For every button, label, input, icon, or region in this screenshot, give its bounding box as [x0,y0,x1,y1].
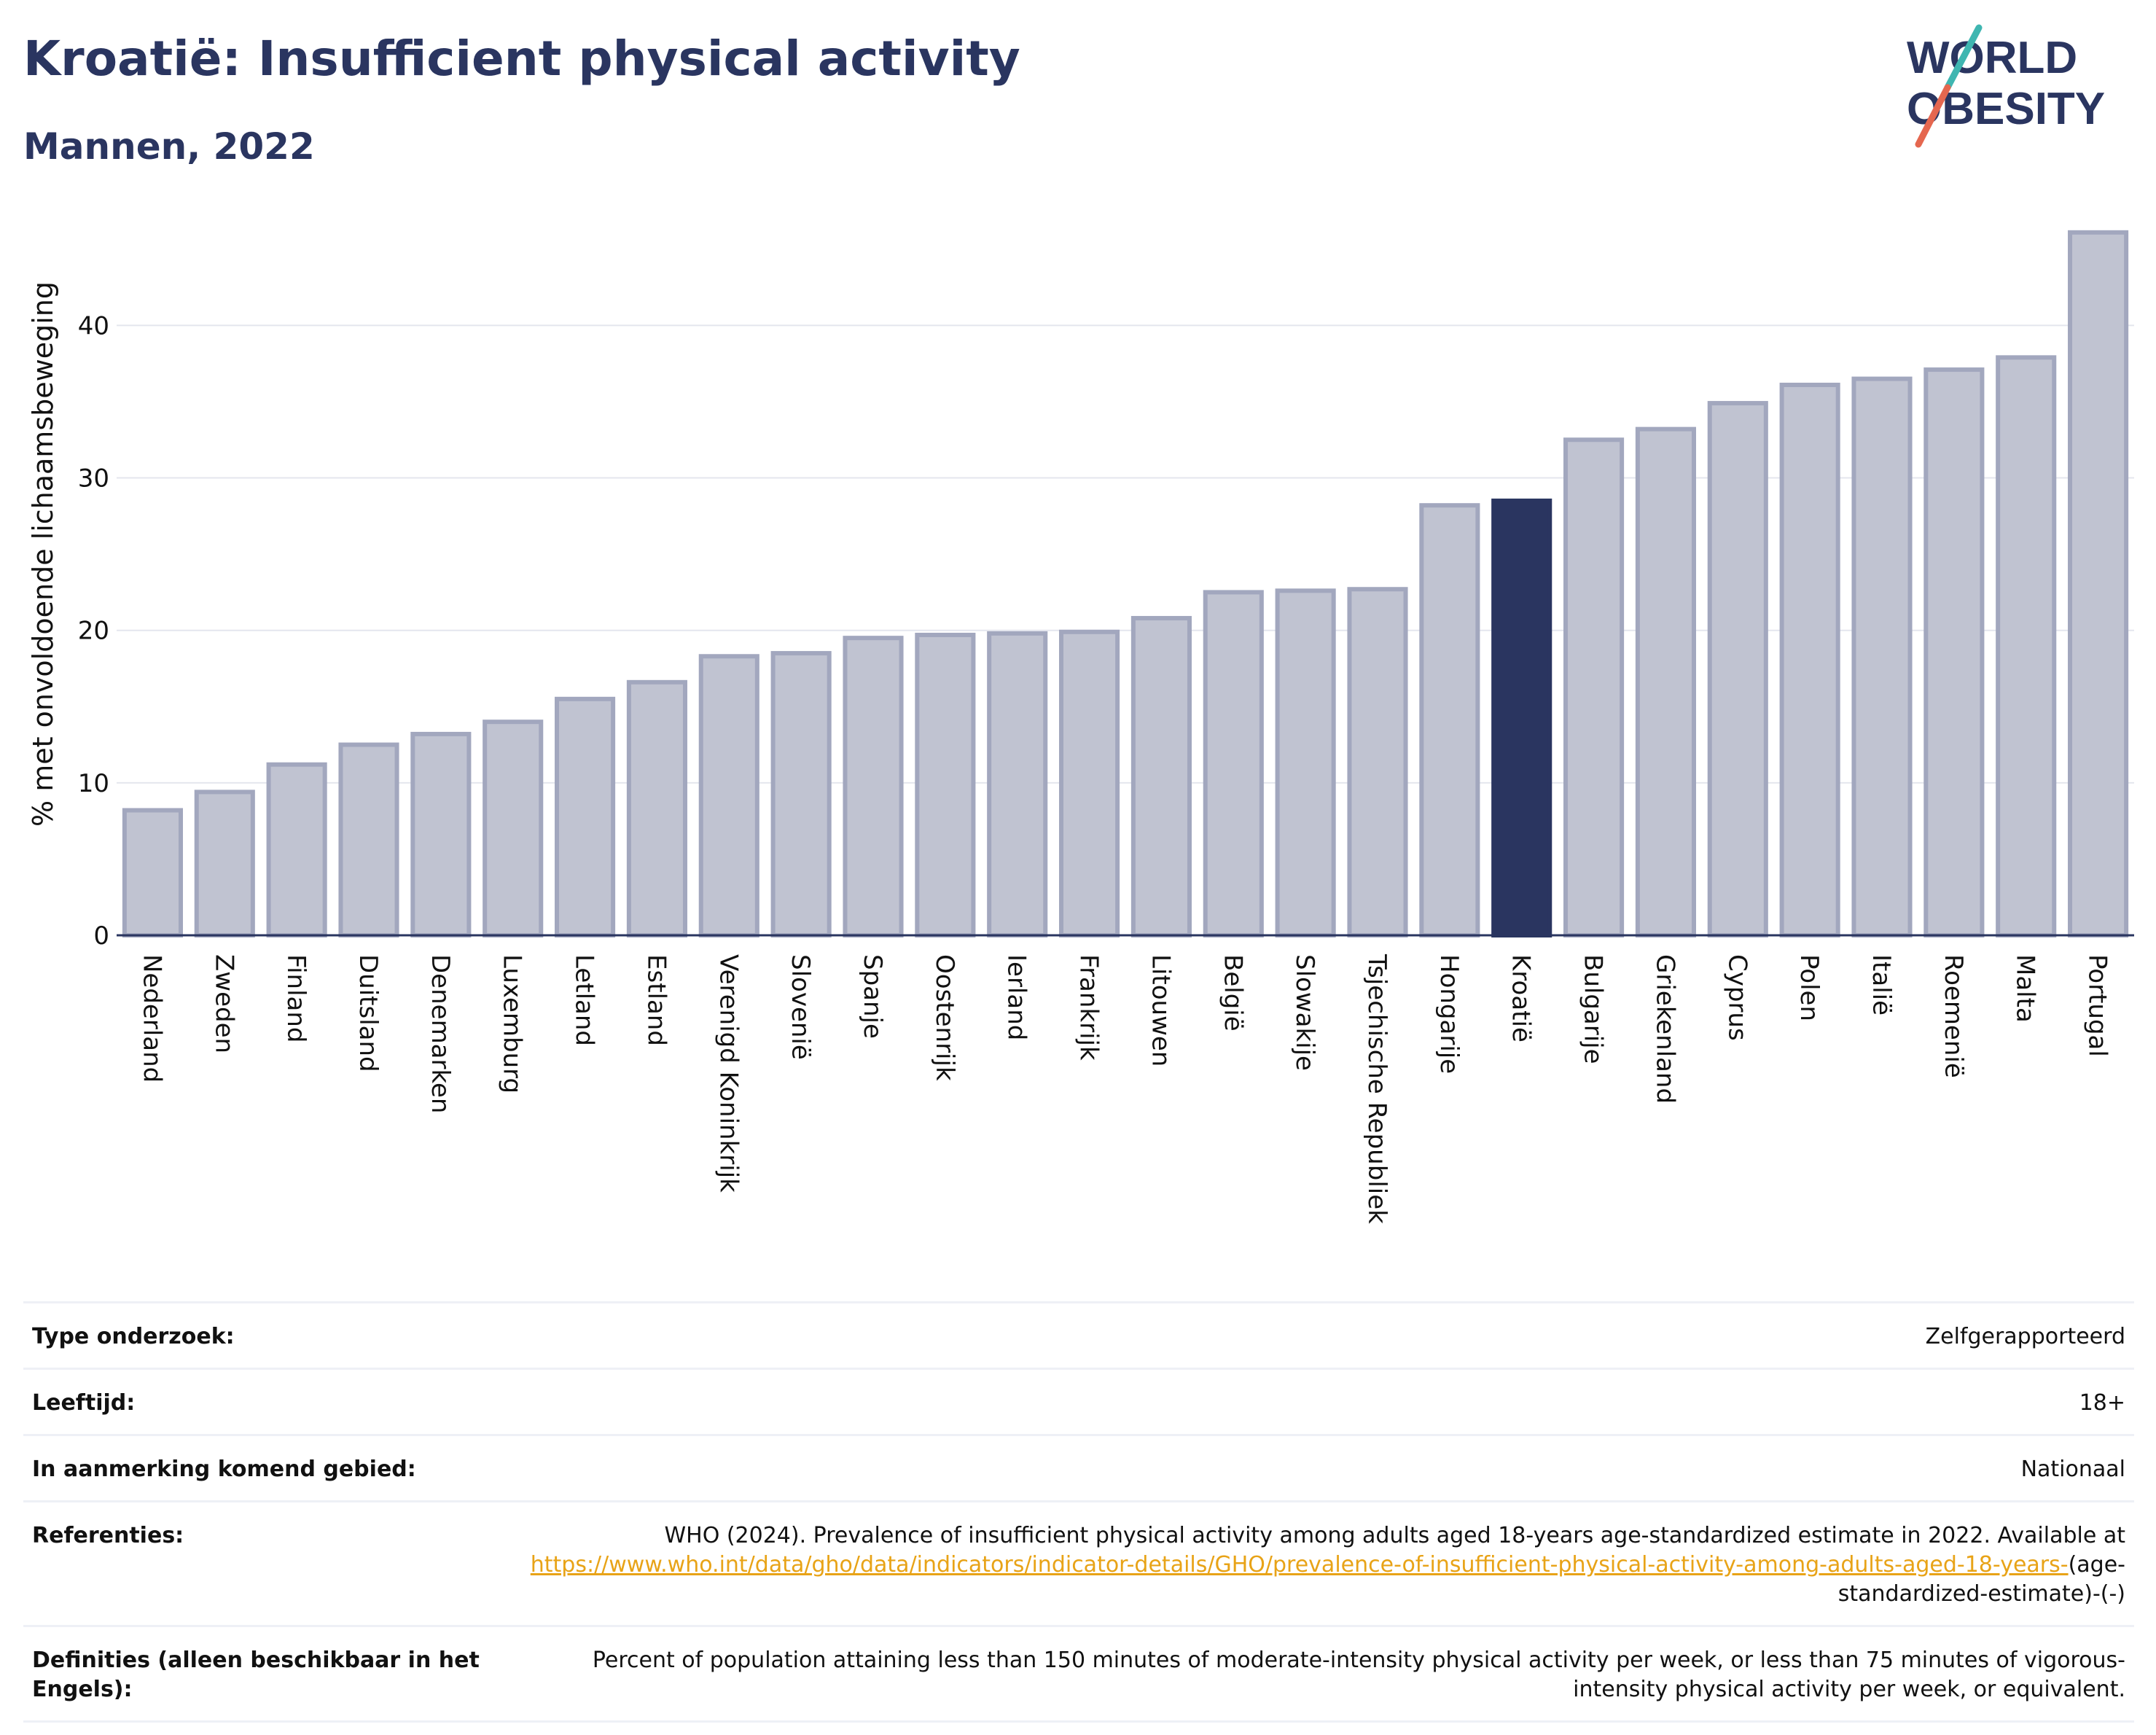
bar [626,679,687,937]
bar [1059,629,1120,938]
info-row-definitions: Definities (alleen beschikbaar in het En… [23,1625,2134,1723]
info-row-area: In aanmerking komend gebied: Nationaal [23,1434,2134,1500]
x-tick-label: Slovenië [786,954,815,1060]
info-row-age: Leeftijd: 18+ [23,1368,2134,1434]
x-tick-label: Denemarken [426,954,455,1113]
bar [770,651,832,937]
logo-slash-red [1915,84,1951,148]
info-row-survey-type: Type onderzoek: Zelfgerapporteerd [23,1301,2134,1368]
info-value: Nationaal [2020,1457,2125,1482]
x-tick-label: Hongarije [1434,954,1464,1074]
x-tick-label: Luxemburg [498,954,527,1093]
bar [338,742,399,937]
x-tick-label: Nederland [137,954,166,1083]
chart-subtitle: Mannen, 2022 [23,125,315,168]
reference-citation: WHO (2024). Prevalence of insufficient p… [664,1523,2125,1548]
x-tick-label: Polen [1794,954,1824,1021]
bar [1347,587,1408,938]
bar [698,654,759,937]
bar [410,731,472,937]
y-tick-label: 10 [78,769,109,798]
x-tick-label: Slowakije [1290,954,1319,1071]
bar [1923,367,1985,937]
bars [122,230,2129,938]
x-tick-label: Kroatië [1507,954,1536,1042]
x-tick-label: België [1218,954,1247,1032]
bar [1203,590,1264,938]
bar [266,762,327,937]
y-tick-label: 20 [78,617,109,646]
x-tick-label: Frankrijk [1074,954,1104,1061]
axes: 0 10 20 30 40 Nederland Zweden Finland Duitsland… [78,311,2134,1224]
y-tick-label: 0 [93,921,109,951]
bar [1707,401,1768,937]
x-tick-label: Malta [2011,954,2040,1023]
x-tick-label: Duitsland [354,954,383,1072]
x-tick-label: Estland [641,954,671,1046]
logo-word-world: WORLD [1907,33,2077,83]
x-tick-label: Finland [281,954,310,1043]
bar [1851,376,1913,937]
reference-link[interactable]: https://www.who.int/data/gho/data/indica… [530,1552,2069,1578]
bar [1779,382,1840,937]
references-text: WHO (2024). Prevalence of insufficient p… [499,1521,2125,1609]
x-tick-label: Ierland [1002,954,1031,1040]
info-value: Percent of population attaining less tha… [592,1648,2125,1702]
y-tick-label: 30 [78,464,109,494]
info-label: In aanmerking komend gebied: [32,1457,416,1482]
bar [1275,588,1336,938]
x-tick-label: Tsjechische Republiek [1362,954,1391,1224]
bar [1635,426,1696,937]
x-tick-label: Italië [1867,954,1896,1015]
x-tick-label: Zweden [209,954,238,1053]
chart-title: Kroatië: Insufficient physical activity [23,31,1020,87]
info-label: Definities (alleen beschikbaar in het En… [32,1648,480,1702]
info-label: Referenties: [32,1523,184,1548]
bar-highlight [1491,498,1552,937]
logo-slash-teal [1944,24,1983,91]
bar [2068,230,2129,937]
x-tick-label: Litouwen [1146,954,1175,1067]
bar [555,696,616,937]
info-label: Type onderzoek: [32,1324,235,1349]
x-tick-label: Bulgarije [1579,954,1608,1064]
bar [1419,503,1480,937]
x-tick-label: Roemenië [1939,954,1968,1078]
x-tick-label: Oostenrijk [930,954,959,1081]
info-value: Zelfgerapporteerd [1925,1324,2125,1349]
info-value: 18+ [2079,1390,2125,1416]
bar [1563,437,1625,937]
reference-suffix: (age-standardized-estimate)-(-) [1837,1552,2125,1607]
x-tick-label: Spanje [858,954,887,1039]
bar [987,631,1048,938]
bar [1130,615,1192,937]
x-tick-label: Cyprus [1722,954,1751,1041]
x-tick-label: Letland [570,954,599,1046]
bar [483,720,544,937]
info-label: Leeftijd: [32,1390,136,1416]
bar [915,632,976,938]
info-table: Type onderzoek: Zelfgerapporteerd Leefti… [23,1301,2134,1723]
bar [194,789,255,938]
bar [1996,355,2057,937]
y-tick-label: 40 [78,311,109,340]
x-tick-label: Verenigd Koninkrijk [714,954,743,1193]
bar [843,636,904,937]
bar-chart: 0 10 20 30 40 Nederland Zweden Finland Duitsland… [27,230,2134,1224]
info-row-references: Referenties: WHO (2024). Prevalence of i… [23,1500,2134,1625]
bar [122,808,183,938]
world-obesity-logo: WORLD OBESITY [1907,24,2105,148]
x-tick-label: Portugal [2083,954,2112,1057]
y-axis-label: % met onvoldoende lichaamsbeweging [27,281,59,827]
x-tick-label: Griekenland [1650,954,1679,1104]
